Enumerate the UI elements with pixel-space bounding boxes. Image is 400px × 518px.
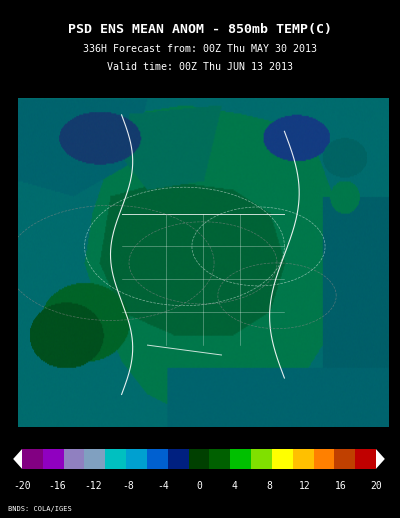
Text: 0: 0 [196, 481, 202, 491]
Text: -20: -20 [13, 481, 31, 491]
Text: -16: -16 [48, 481, 66, 491]
Text: -8: -8 [122, 481, 134, 491]
Bar [251, 449, 272, 469]
Bar [230, 449, 251, 469]
Bar [126, 449, 147, 469]
Polygon shape [376, 449, 385, 469]
Text: 4: 4 [232, 481, 237, 491]
Bar [64, 449, 84, 469]
Bar [168, 449, 188, 469]
Bar [147, 449, 168, 469]
Text: 20: 20 [370, 481, 382, 491]
Bar [314, 449, 334, 469]
Text: 12: 12 [299, 481, 311, 491]
Text: 8: 8 [267, 481, 273, 491]
Polygon shape [13, 449, 22, 469]
Text: -12: -12 [84, 481, 102, 491]
Text: Valid time: 00Z Thu JUN 13 2013: Valid time: 00Z Thu JUN 13 2013 [107, 62, 293, 72]
Text: BNDS: COLA/IGES: BNDS: COLA/IGES [8, 506, 72, 512]
Bar [355, 449, 376, 469]
Bar [105, 449, 126, 469]
Bar [293, 449, 314, 469]
Text: -4: -4 [158, 481, 170, 491]
Bar [334, 449, 355, 469]
Bar [188, 449, 210, 469]
Bar [22, 449, 43, 469]
Bar [43, 449, 64, 469]
Text: PSD ENS MEAN ANOM - 850mb TEMP(C): PSD ENS MEAN ANOM - 850mb TEMP(C) [68, 23, 332, 36]
Text: 336H Forecast from: 00Z Thu MAY 30 2013: 336H Forecast from: 00Z Thu MAY 30 2013 [83, 44, 317, 54]
Bar [210, 449, 230, 469]
Bar [84, 449, 105, 469]
Bar [272, 449, 293, 469]
Text: 16: 16 [335, 481, 346, 491]
